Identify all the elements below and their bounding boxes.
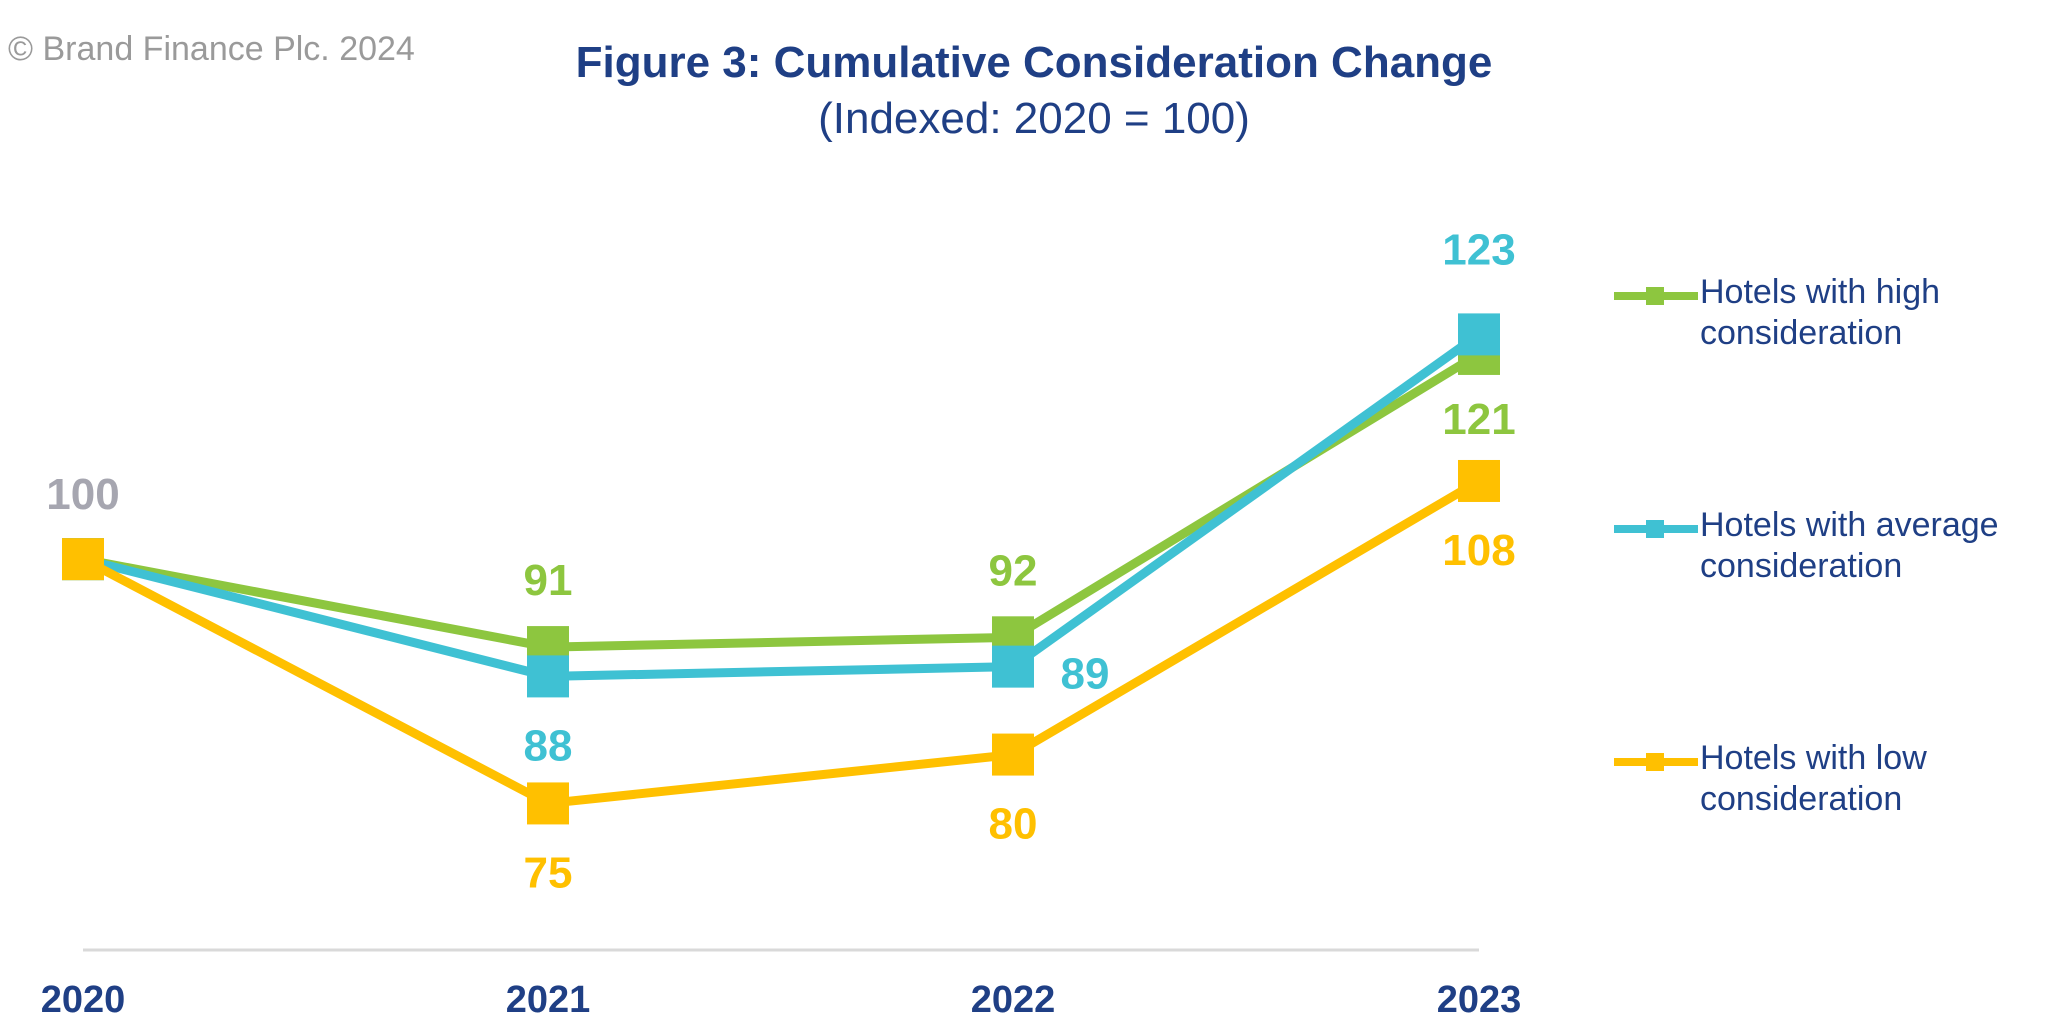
chart-subtitle: (Indexed: 2020 = 100) [818, 94, 1250, 143]
copyright-note: © Brand Finance Plc. 2024 [8, 30, 415, 68]
data-label-average-2023: 123 [1442, 225, 1515, 274]
data-label-average-2022: 89 [1061, 650, 1110, 699]
chart-title: Figure 3: Cumulative Consideration Chang… [575, 38, 1493, 87]
point-average-2022 [992, 645, 1034, 688]
point-low-2021 [527, 782, 569, 825]
legend-marker-high [1614, 287, 1698, 305]
x-tick-label-2023: 2023 [1437, 979, 1522, 1021]
x-tick-label-2021: 2021 [506, 979, 591, 1021]
x-tick-label-2022: 2022 [971, 979, 1056, 1021]
data-label-average-2021: 88 [524, 721, 573, 770]
legend-label-high: Hotels with high consideration [1700, 273, 1941, 352]
legend-label-average: Hotels with average consideration [1700, 506, 1999, 585]
data-label-low-2021: 75 [524, 848, 573, 897]
point-average-2021 [527, 655, 569, 698]
legend-label-low: Hotels with low consideration [1700, 739, 1927, 818]
point-average-2023 [1458, 313, 1500, 356]
series-line-low [80, 477, 1482, 808]
x-tick-label-2020: 2020 [41, 979, 126, 1021]
data-label-2020: 100 [46, 470, 119, 519]
data-label-high-2021: 91 [524, 556, 573, 605]
point-low-2020 [62, 538, 104, 581]
data-label-low-2022: 80 [989, 800, 1038, 849]
data-label-high-2022: 92 [989, 546, 1038, 595]
point-low-2023 [1458, 459, 1500, 502]
point-low-2022 [992, 733, 1034, 776]
legend-marker-low [1614, 753, 1698, 771]
series-line-average [81, 330, 1482, 681]
data-label-high-2023: 121 [1442, 395, 1515, 444]
data-label-low-2023: 108 [1442, 526, 1515, 575]
legend-marker-average [1614, 520, 1698, 538]
